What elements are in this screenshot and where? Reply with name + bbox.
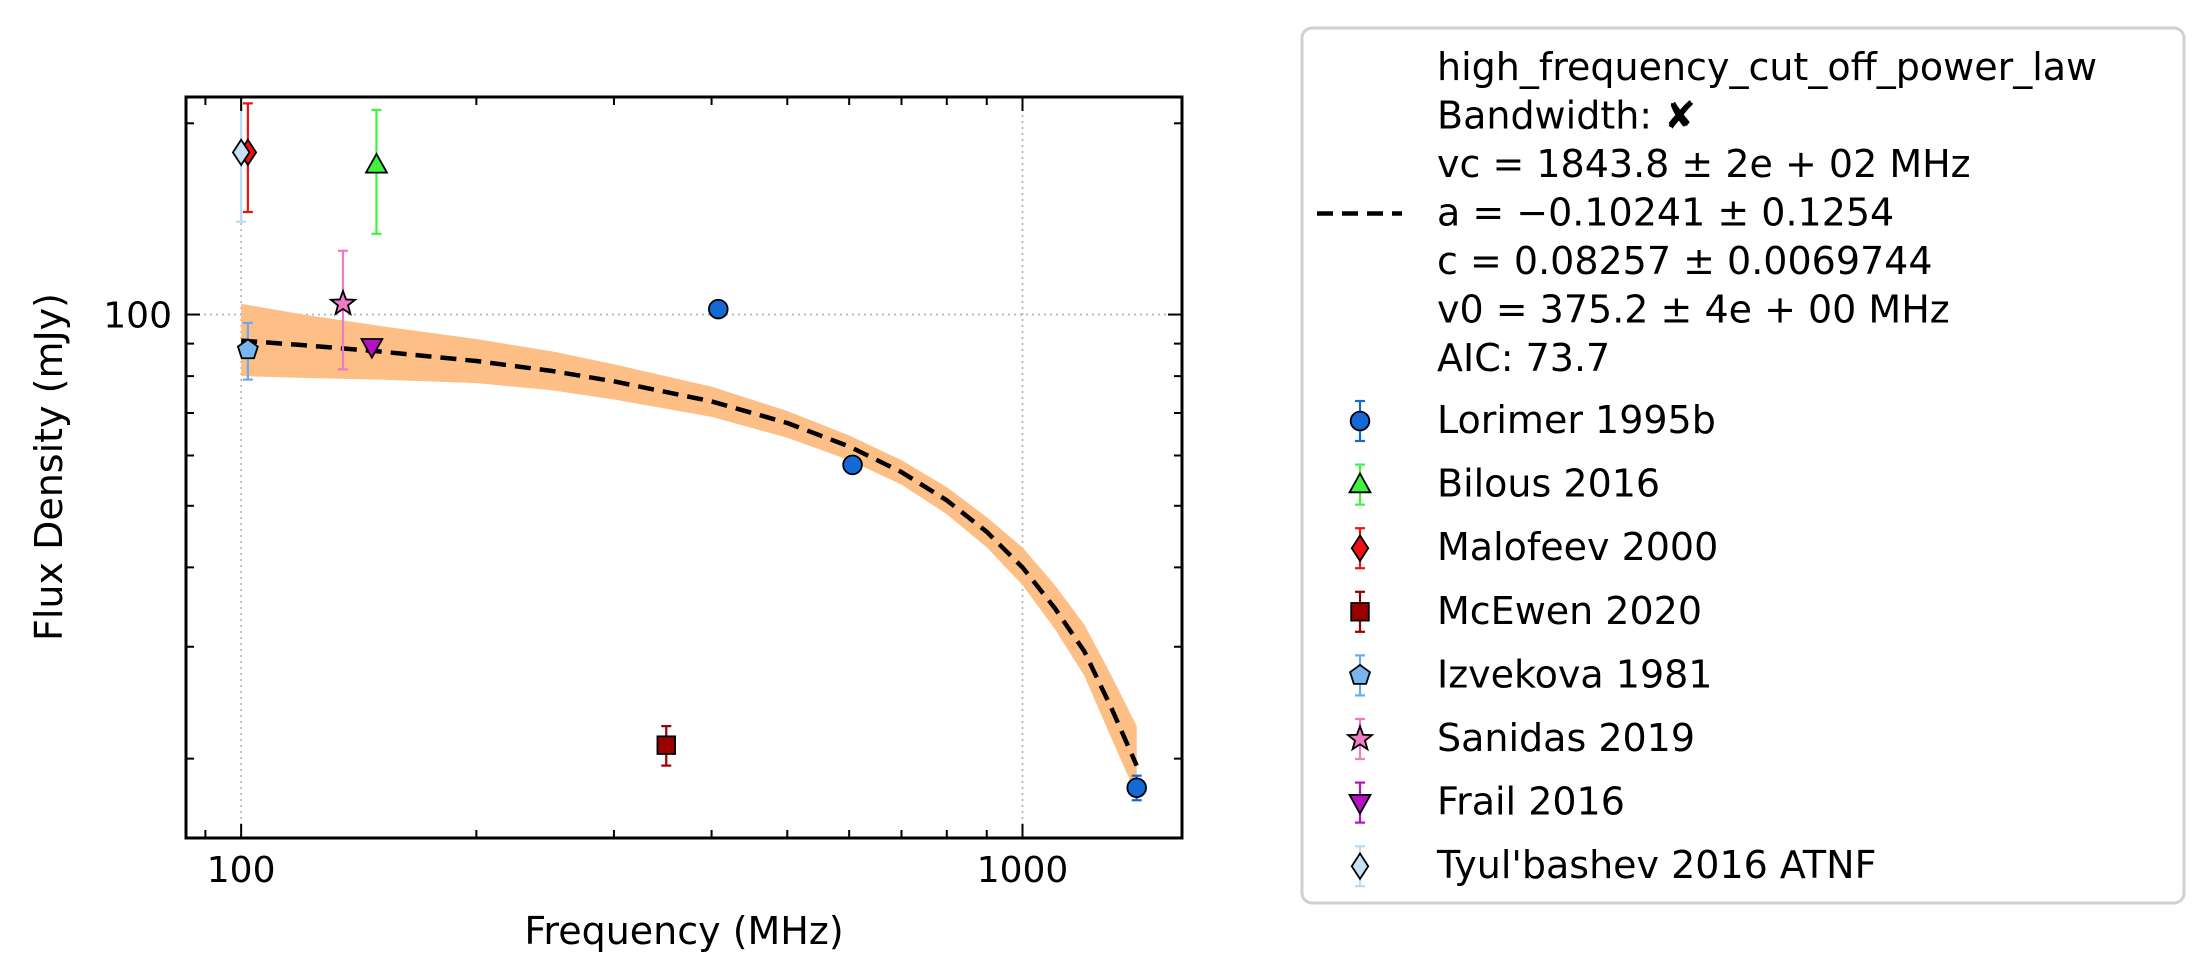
data-point bbox=[842, 454, 863, 476]
legend-label: Bilous 2016 bbox=[1437, 462, 1660, 506]
series-1 bbox=[364, 108, 389, 235]
legend-marker bbox=[1350, 533, 1370, 563]
legend-series-entries: Lorimer 1995b Bilous 2016 Malofeev 2000 McE… bbox=[1345, 398, 1876, 888]
legend-marker bbox=[1348, 471, 1372, 494]
grid-lines bbox=[186, 97, 1182, 838]
data-point bbox=[231, 138, 251, 167]
legend-marker bbox=[1348, 794, 1372, 816]
legend-entry: Malofeev 2000 bbox=[1350, 525, 1718, 570]
legend-label: Frail 2016 bbox=[1437, 780, 1625, 824]
fit-curve-line bbox=[240, 338, 1139, 767]
fit-curve bbox=[240, 338, 1139, 767]
data-point bbox=[1126, 777, 1147, 798]
legend-fit-line: high_frequency_cut_off_power_law bbox=[1437, 45, 2097, 89]
series-0 bbox=[708, 298, 1147, 802]
y-tick-label: 100 bbox=[103, 296, 172, 337]
legend-label: Lorimer 1995b bbox=[1437, 398, 1716, 442]
data-point bbox=[364, 152, 389, 174]
legend-fit-line: a = −0.10241 ± 0.1254 bbox=[1437, 191, 1894, 235]
legend: high_frequency_cut_off_power_law Bandwidt… bbox=[1300, 26, 2186, 905]
legend-fit-line: Bandwidth: ✘ bbox=[1437, 94, 1696, 138]
legend-label: Izvekova 1981 bbox=[1437, 652, 1712, 696]
fit-uncertainty-band bbox=[241, 303, 1137, 796]
legend-fit-line: c = 0.08257 ± 0.0069744 bbox=[1437, 239, 1933, 283]
legend-entry: Lorimer 1995b bbox=[1349, 398, 1716, 443]
legend-label: Malofeev 2000 bbox=[1437, 525, 1718, 569]
legend-entry: McEwen 2020 bbox=[1350, 589, 1702, 633]
legend-marker bbox=[1345, 723, 1375, 752]
legend-entry: Sanidas 2019 bbox=[1345, 716, 1695, 761]
x-tick-label: 100 bbox=[207, 850, 276, 891]
legend-fit-line: vc = 1843.8 ± 2e + 02 MHz bbox=[1437, 142, 1971, 186]
series-6 bbox=[359, 338, 384, 360]
data-points bbox=[231, 95, 1147, 802]
y-axis-label: Flux Density (mJy) bbox=[27, 293, 71, 641]
legend-marker bbox=[1350, 602, 1370, 622]
x-tick-label: 1000 bbox=[977, 850, 1069, 891]
legend-fit-line: AIC: 73.7 bbox=[1437, 336, 1610, 380]
data-point bbox=[236, 338, 259, 360]
legend-fit-line: v0 = 375.2 ± 4e + 00 MHz bbox=[1437, 288, 1950, 332]
legend-label: Sanidas 2019 bbox=[1437, 716, 1695, 760]
data-point bbox=[656, 735, 676, 755]
legend-marker bbox=[1350, 851, 1370, 881]
legend-label: McEwen 2020 bbox=[1437, 589, 1702, 633]
data-point bbox=[359, 338, 384, 360]
legend-entry-fit: high_frequency_cut_off_power_law Bandwidt… bbox=[1317, 45, 2097, 380]
series-3 bbox=[656, 725, 676, 767]
series-5 bbox=[328, 249, 358, 371]
axis-ticks: 100 1000 100 bbox=[103, 97, 1182, 891]
plot-frame bbox=[184, 95, 1184, 840]
legend-entry: Frail 2016 bbox=[1348, 780, 1625, 824]
series-7 bbox=[231, 95, 251, 223]
data-point bbox=[328, 288, 358, 317]
legend-entry: Bilous 2016 bbox=[1348, 462, 1660, 506]
legend-marker bbox=[1349, 410, 1371, 432]
legend-label: Tyul'bashev 2016 ATNF bbox=[1436, 843, 1876, 887]
legend-entry: Izvekova 1981 bbox=[1349, 652, 1712, 697]
legend-frame bbox=[1300, 26, 2186, 905]
data-point bbox=[708, 298, 729, 320]
legend-entry: Tyul'bashev 2016 ATNF bbox=[1350, 843, 1876, 888]
legend-marker bbox=[1349, 663, 1371, 685]
series-4 bbox=[236, 321, 259, 381]
fit-band-area bbox=[241, 303, 1137, 796]
x-axis-label: Frequency (MHz) bbox=[524, 909, 843, 953]
